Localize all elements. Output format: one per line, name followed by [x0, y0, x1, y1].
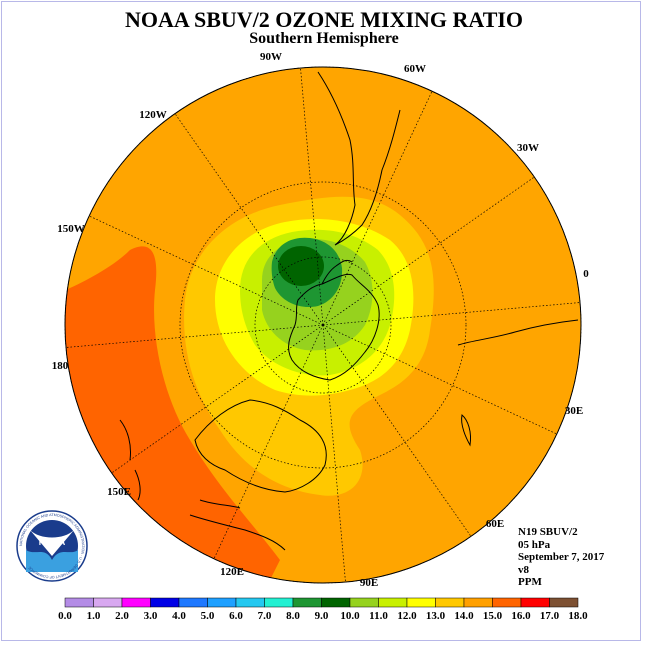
legend-swatch: [463, 597, 493, 608]
latitude-circle-inner: [254, 256, 392, 394]
legend-tick-label: 5.0: [201, 610, 215, 622]
figure-frame: [1, 1, 641, 641]
date-label: September 7, 2017: [518, 551, 605, 563]
legend-swatch: [150, 597, 180, 608]
version-label: v8: [518, 563, 529, 576]
legend-swatch: [93, 597, 123, 608]
pressure-level-label: 05 hPa: [518, 538, 551, 551]
legend-tick-label: 14.0: [454, 610, 474, 622]
legend-swatch: [321, 597, 351, 608]
legend-tick-label: 16.0: [511, 610, 531, 622]
legend-tick-label: 8.0: [286, 610, 300, 622]
legend-tick-label: 7.0: [258, 610, 272, 622]
meridians: [65, 67, 581, 583]
longitude-label: 180: [52, 360, 69, 372]
legend-tick-label: 12.0: [397, 610, 417, 622]
logo-bird-shape: [30, 530, 74, 556]
legend-swatch: [264, 597, 294, 608]
longitude-label: 120E: [220, 566, 244, 578]
meridian-line: [322, 324, 472, 537]
meridian-line: [300, 67, 324, 326]
longitude-label: 90E: [360, 577, 378, 589]
map-boundary: [64, 66, 582, 584]
longitude-label: 60E: [486, 518, 504, 530]
madagascar: [461, 414, 471, 447]
meridian-line: [322, 91, 433, 326]
longitude-label: 150E: [107, 486, 131, 498]
legend-tick-label: 11.0: [369, 610, 388, 622]
legend-tick-label: 17.0: [540, 610, 560, 622]
meridian-line: [174, 113, 324, 326]
meridian-line: [213, 324, 324, 559]
meridian-line: [322, 302, 581, 326]
legend-swatches: [64, 597, 579, 608]
legend-swatch: [292, 597, 322, 608]
units-label: PPM: [518, 576, 542, 588]
logo-wordmark: NOAA: [39, 537, 66, 547]
antarctica-coast: [288, 273, 380, 381]
legend-tick-label: 6.0: [229, 610, 243, 622]
legend-ticks: 0.0 1.0 2.0 3.0 4.0 5.0 6.0 7.0 8.0 9.0 10.0 11.0 12…: [58, 610, 588, 622]
legend-swatch: [378, 597, 408, 608]
legend-swatch: [64, 597, 94, 608]
longitude-label: 30E: [565, 405, 583, 417]
legend-swatch: [406, 597, 436, 608]
longitude-label: 150W: [57, 223, 85, 235]
legend-tick-label: 15.0: [483, 610, 503, 622]
legend-swatch: [492, 597, 522, 608]
legend-swatch: [349, 597, 379, 608]
legend-swatch: [435, 597, 465, 608]
logo-wave: [26, 550, 78, 572]
legend-swatch: [178, 597, 208, 608]
field-band-9: [278, 246, 324, 286]
longitude-label: 90W: [260, 51, 282, 63]
map-title: NOAA SBUV/2 OZONE MIXING RATIO: [124, 7, 524, 32]
south-america-coast: [317, 71, 401, 246]
satellite-label: N19 SBUV/2: [518, 526, 578, 538]
legend-tick-label: 13.0: [426, 610, 446, 622]
new-zealand: [119, 419, 141, 501]
longitude-label: 0: [583, 268, 589, 280]
latitude-circle-middle: [179, 181, 467, 469]
indonesia-islands: [189, 499, 286, 551]
legend-tick-label: 0.0: [58, 610, 72, 622]
longitude-labels: 90W 60W 30W 0 30E 60E 90E 120E 150E 180 150W 120W: [52, 51, 590, 589]
legend-tick-label: 18.0: [568, 610, 588, 622]
legend-tick-label: 1.0: [87, 610, 101, 622]
coastlines: [119, 71, 579, 551]
info-block: N19 SBUV/2 05 hPa September 7, 2017 v8 P…: [518, 526, 604, 589]
legend-swatch: [207, 597, 237, 608]
legend-tick-label: 10.0: [340, 610, 360, 622]
legend-swatch: [121, 597, 151, 608]
meridian-line: [322, 324, 346, 583]
meridian-line: [65, 324, 324, 348]
meridian-line: [111, 324, 324, 474]
longitude-label: 60W: [404, 63, 426, 75]
australia-coast: [194, 399, 327, 493]
legend-tick-label: 4.0: [172, 610, 186, 622]
legend-tick-label: 3.0: [144, 610, 158, 622]
legend-tick-label: 9.0: [315, 610, 329, 622]
map-subtitle: Southern Hemisphere: [249, 30, 399, 47]
legend-swatch: [520, 597, 550, 608]
legend-tick-label: 2.0: [115, 610, 129, 622]
meridian-line: [89, 215, 324, 326]
longitude-label: 30W: [517, 142, 539, 154]
meridian-line: [322, 176, 535, 326]
antarctic-peninsula: [321, 259, 353, 285]
legend-swatch: [549, 597, 579, 608]
longitude-label: 120W: [139, 109, 167, 121]
legend-swatch: [235, 597, 265, 608]
meridian-line: [322, 324, 557, 435]
africa-coast: [457, 319, 579, 346]
